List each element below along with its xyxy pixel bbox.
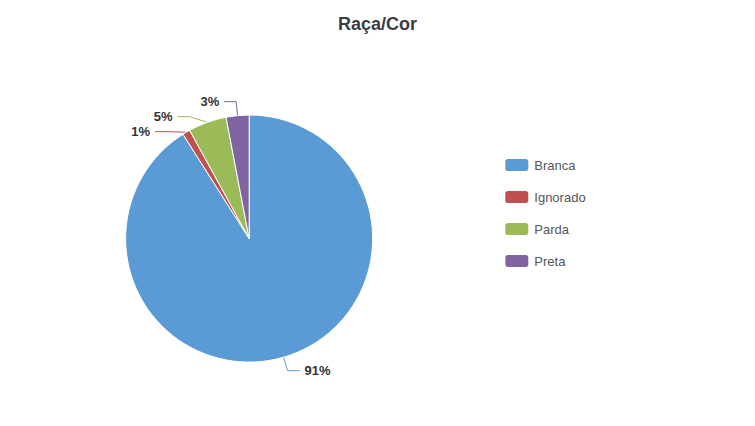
svg-text:5%: 5%	[154, 109, 173, 124]
svg-text:Parda: Parda	[534, 222, 569, 237]
svg-text:Raça/Cor: Raça/Cor	[338, 14, 417, 34]
svg-text:Preta: Preta	[534, 254, 566, 269]
svg-text:Ignorado: Ignorado	[534, 190, 585, 205]
svg-text:1%: 1%	[131, 124, 150, 139]
svg-text:Branca: Branca	[534, 158, 576, 173]
svg-text:91%: 91%	[305, 363, 331, 378]
svg-text:3%: 3%	[200, 94, 219, 109]
